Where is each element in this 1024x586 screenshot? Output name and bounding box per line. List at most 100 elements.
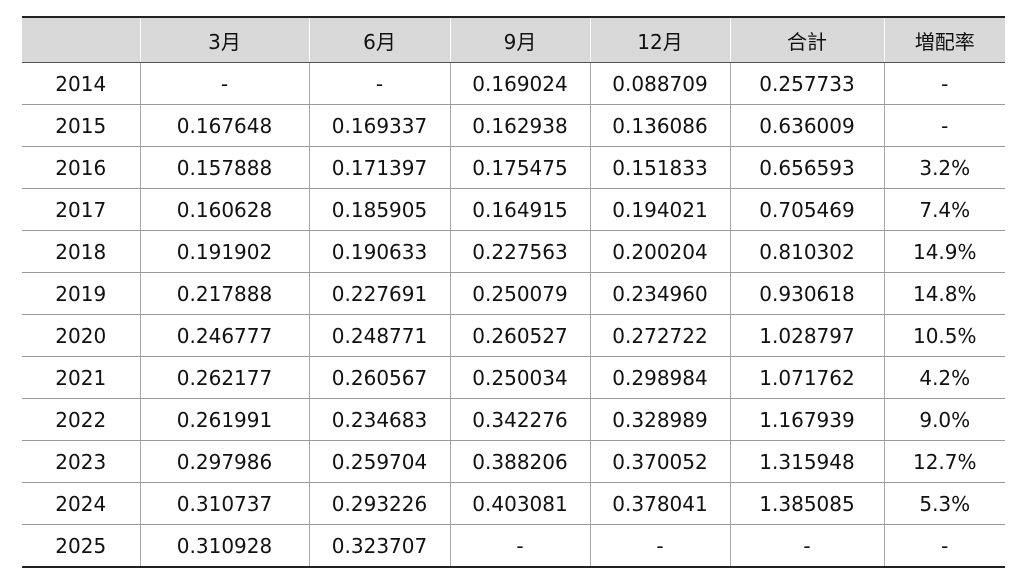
march-cell: - [139, 62, 309, 105]
dividend-table: 3月 6月 9月 12月 合計 増配率 2014- -0.169024 0.088709 0.2… [22, 16, 1005, 568]
total-cell: 0.930618 [729, 272, 884, 315]
september-cell: 0.388206 [449, 440, 590, 483]
table-row: 2017 0.160628 0.185905 0.164915 0.194021 0.70… [22, 188, 1005, 231]
september-cell: 0.175475 [449, 146, 590, 189]
december-cell: 0.328989 [589, 398, 730, 441]
total-cell: 0.636009 [729, 104, 884, 147]
december-cell: 0.272722 [589, 314, 730, 357]
june-column-header: 6月 [308, 16, 450, 63]
total-column-header: 合計 [729, 16, 884, 63]
year-cell: 2024 [22, 482, 140, 525]
march-cell: 0.217888 [139, 272, 309, 315]
growth-rate-cell: 14.8% [883, 272, 1005, 315]
december-cell: 0.298984 [589, 356, 730, 399]
september-cell: 0.403081 [449, 482, 590, 525]
september-cell: 0.342276 [449, 398, 590, 441]
total-cell: 0.705469 [729, 188, 884, 231]
total-cell: 1.315948 [729, 440, 884, 483]
june-cell: 0.323707 [308, 524, 450, 568]
total-cell: 1.028797 [729, 314, 884, 357]
year-cell: 2020 [22, 314, 140, 357]
june-cell: 0.259704 [308, 440, 450, 483]
year-cell: 2021 [22, 356, 140, 399]
december-cell: 0.151833 [589, 146, 730, 189]
december-cell: 0.234960 [589, 272, 730, 315]
total-cell: 1.071762 [729, 356, 884, 399]
total-cell: 1.385085 [729, 482, 884, 525]
growth-rate-cell: 12.7% [883, 440, 1005, 483]
growth-rate-cell: 7.4% [883, 188, 1005, 231]
march-cell: 0.191902 [139, 230, 309, 273]
year-cell: 2016 [22, 146, 140, 189]
june-cell: 0.185905 [308, 188, 450, 231]
table-row: 2024 0.310737 0.293226 0.403081 0.378041 1.38… [22, 482, 1005, 525]
year-cell: 2019 [22, 272, 140, 315]
table-row: 2021 0.262177 0.260567 0.250034 0.298984 1.07… [22, 356, 1005, 399]
september-cell: 0.260527 [449, 314, 590, 357]
march-column-header: 3月 [139, 16, 309, 63]
growth-rate-cell: - [883, 62, 1005, 105]
year-cell: 2022 [22, 398, 140, 441]
table-row: 2019 0.217888 0.227691 0.250079 0.234960 0.93… [22, 272, 1005, 315]
table-row: 2016 0.157888 0.171397 0.175475 0.151833 0.65… [22, 146, 1005, 189]
september-cell: 0.162938 [449, 104, 590, 147]
year-cell: 2017 [22, 188, 140, 231]
june-cell: 0.234683 [308, 398, 450, 441]
june-cell: 0.227691 [308, 272, 450, 315]
september-cell: - [449, 524, 590, 568]
growth-rate-cell: 4.2% [883, 356, 1005, 399]
december-cell: 0.378041 [589, 482, 730, 525]
june-cell: 0.169337 [308, 104, 450, 147]
total-cell: 1.167939 [729, 398, 884, 441]
growth-rate-cell: 14.9% [883, 230, 1005, 273]
growth-rate-column-header: 増配率 [883, 16, 1005, 63]
december-cell: 0.136086 [589, 104, 730, 147]
march-cell: 0.262177 [139, 356, 309, 399]
september-cell: 0.250079 [449, 272, 590, 315]
june-cell: - [308, 62, 450, 105]
june-cell: 0.171397 [308, 146, 450, 189]
december-cell: 0.088709 [589, 62, 730, 105]
table-row: 2020 0.246777 0.248771 0.260527 0.272722 1.02… [22, 314, 1005, 357]
table-row: 2025 0.310928 0.323707- - - - [22, 524, 1005, 568]
december-cell: 0.370052 [589, 440, 730, 483]
table-row: 2022 0.261991 0.234683 0.342276 0.328989 1.16… [22, 398, 1005, 441]
growth-rate-cell: 5.3% [883, 482, 1005, 525]
march-cell: 0.310928 [139, 524, 309, 568]
june-cell: 0.248771 [308, 314, 450, 357]
september-column-header: 9月 [449, 16, 590, 63]
september-cell: 0.227563 [449, 230, 590, 273]
table-header: 3月 6月 9月 12月 合計 増配率 [22, 16, 1005, 63]
june-cell: 0.293226 [308, 482, 450, 525]
march-cell: 0.297986 [139, 440, 309, 483]
september-cell: 0.169024 [449, 62, 590, 105]
total-cell: 0.810302 [729, 230, 884, 273]
dividend-table-container: 3月 6月 9月 12月 合計 増配率 2014- -0.169024 0.088709 0.2… [22, 16, 1005, 568]
table-row: 2014- -0.169024 0.088709 0.257733- [22, 62, 1005, 105]
growth-rate-cell: - [883, 524, 1005, 568]
year-cell: 2025 [22, 524, 140, 568]
year-column-header [22, 16, 140, 63]
growth-rate-cell: - [883, 104, 1005, 147]
march-cell: 0.310737 [139, 482, 309, 525]
table-row: 2018 0.191902 0.190633 0.227563 0.200204 0.81… [22, 230, 1005, 273]
march-cell: 0.167648 [139, 104, 309, 147]
growth-rate-cell: 3.2% [883, 146, 1005, 189]
march-cell: 0.157888 [139, 146, 309, 189]
total-cell: 0.257733 [729, 62, 884, 105]
june-cell: 0.190633 [308, 230, 450, 273]
growth-rate-cell: 9.0% [883, 398, 1005, 441]
december-cell: - [589, 524, 730, 568]
table-row: 2015 0.167648 0.169337 0.162938 0.136086 0.63… [22, 104, 1005, 147]
growth-rate-cell: 10.5% [883, 314, 1005, 357]
year-cell: 2018 [22, 230, 140, 273]
total-cell: 0.656593 [729, 146, 884, 189]
table-row: 2023 0.297986 0.259704 0.388206 0.370052 1.31… [22, 440, 1005, 483]
year-cell: 2014 [22, 62, 140, 105]
december-cell: 0.194021 [589, 188, 730, 231]
march-cell: 0.261991 [139, 398, 309, 441]
september-cell: 0.250034 [449, 356, 590, 399]
header-row: 3月 6月 9月 12月 合計 増配率 [22, 16, 1005, 63]
march-cell: 0.246777 [139, 314, 309, 357]
march-cell: 0.160628 [139, 188, 309, 231]
